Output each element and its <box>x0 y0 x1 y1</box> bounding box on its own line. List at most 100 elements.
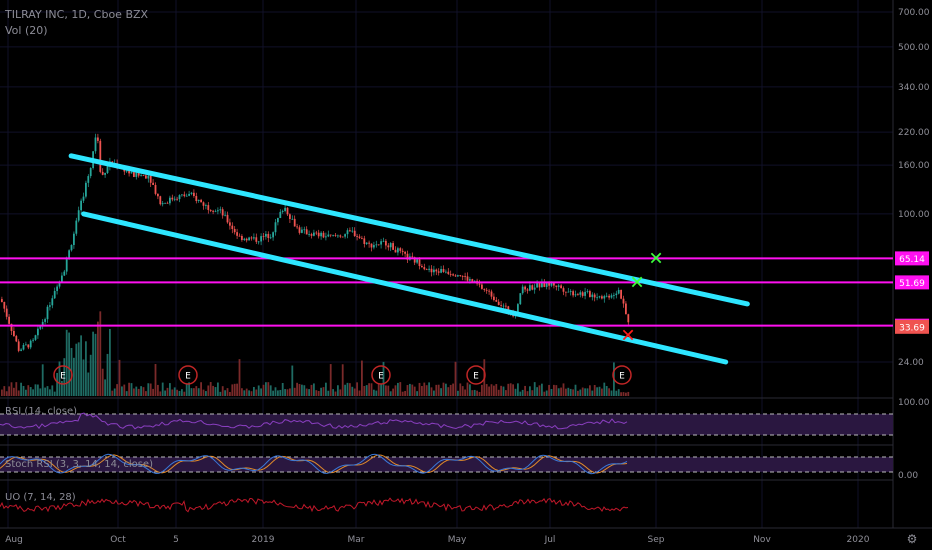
candle-body <box>176 198 178 200</box>
volume-bar <box>262 384 265 396</box>
candle-body <box>553 282 555 286</box>
volume-bar <box>622 392 625 396</box>
volume-bar <box>349 383 351 396</box>
volume-bar <box>442 382 445 396</box>
date-axis-tick: May <box>448 535 467 545</box>
candle-body <box>377 244 380 246</box>
candle-body <box>313 232 315 236</box>
volume-bar <box>118 359 121 396</box>
candle-body <box>233 228 236 233</box>
candle-body <box>260 236 262 242</box>
candle-body <box>286 207 289 215</box>
volume-bar <box>440 388 442 396</box>
candle-body <box>130 172 133 174</box>
volume-bar <box>603 382 606 396</box>
date-axis-tick: 5 <box>173 535 179 545</box>
earnings-marker: E <box>53 365 73 385</box>
volume-bar <box>80 335 82 396</box>
volume-bar <box>171 389 174 396</box>
volume-bar <box>313 383 315 396</box>
volume-bar <box>598 386 601 396</box>
uo-indicator-label: UO (7, 14, 28) <box>5 492 76 503</box>
earnings-marker-label: E <box>619 372 625 382</box>
gear-icon[interactable]: ⚙ <box>907 532 918 546</box>
volume-bar <box>15 382 18 396</box>
volume-bar <box>37 384 39 396</box>
volume-bar <box>29 387 32 396</box>
volume-bar <box>495 384 498 396</box>
candle-body <box>15 336 18 342</box>
candle-body <box>164 202 166 204</box>
candle-body <box>125 170 128 172</box>
candle-body <box>560 285 562 289</box>
candle-body <box>423 267 426 270</box>
volume-bar <box>145 391 147 396</box>
volume-bar <box>87 372 90 396</box>
volume-bar <box>39 388 42 396</box>
volume-bar <box>13 387 15 396</box>
volume-bar <box>466 382 469 396</box>
volume-bar <box>423 382 426 396</box>
volume-bar <box>380 383 382 396</box>
volume-bar <box>219 391 222 396</box>
candle-body <box>406 253 409 260</box>
candle-body <box>65 258 68 272</box>
volume-bar <box>133 388 135 396</box>
volume-bar <box>212 385 214 396</box>
candle-body <box>20 349 22 351</box>
volume-bar <box>274 387 277 396</box>
volume-bar <box>101 368 104 396</box>
volume-bar <box>430 387 433 396</box>
candle-body <box>296 226 298 228</box>
volume-bar <box>152 388 154 396</box>
volume-bar <box>505 390 507 396</box>
candle-body <box>397 248 399 253</box>
candle-body <box>37 328 39 336</box>
volume-bar <box>387 385 390 396</box>
candle-body <box>550 282 553 286</box>
candle-body <box>226 214 229 223</box>
candle-body <box>574 294 577 296</box>
candle-body <box>173 198 176 200</box>
candle-body <box>620 289 622 299</box>
volume-bar <box>265 382 267 396</box>
candle-body <box>161 203 164 205</box>
candle-body <box>579 292 582 295</box>
volume-bar <box>615 390 618 396</box>
candle-body <box>363 238 366 244</box>
candle-body <box>245 238 248 241</box>
volume-bar <box>284 389 286 396</box>
candle-body <box>627 314 630 323</box>
candle-body <box>572 291 574 296</box>
volume-bar <box>113 388 116 396</box>
candle-body <box>399 248 402 251</box>
volume-bar <box>433 390 435 396</box>
earnings-marker: E <box>371 365 391 385</box>
volume-bar <box>488 386 490 396</box>
volume-bar <box>601 388 603 396</box>
volume-bar <box>469 384 471 396</box>
candle-body <box>433 269 435 273</box>
volume-bar <box>459 383 462 396</box>
volume-bar <box>233 383 236 396</box>
target-green-icon: ✕ <box>629 272 644 293</box>
volume-bar <box>257 385 260 396</box>
volume-bar <box>605 386 608 396</box>
candle-body <box>332 234 334 236</box>
price-level-value: 51.69 <box>899 279 925 289</box>
volume-bar <box>553 384 555 396</box>
volume-bar <box>188 382 190 396</box>
candle-body <box>219 209 222 211</box>
volume-bar <box>173 387 176 396</box>
candle-body <box>536 283 538 288</box>
candle-body <box>365 242 368 244</box>
price-axis-tick: 24.00 <box>898 358 924 368</box>
volume-bar <box>176 389 178 396</box>
volume-bar <box>401 391 404 396</box>
price-level-badge-bg <box>895 275 929 290</box>
volume-bar <box>413 386 416 396</box>
volume-bar <box>435 384 438 396</box>
candle-body <box>298 227 301 233</box>
candle-body <box>25 344 27 346</box>
